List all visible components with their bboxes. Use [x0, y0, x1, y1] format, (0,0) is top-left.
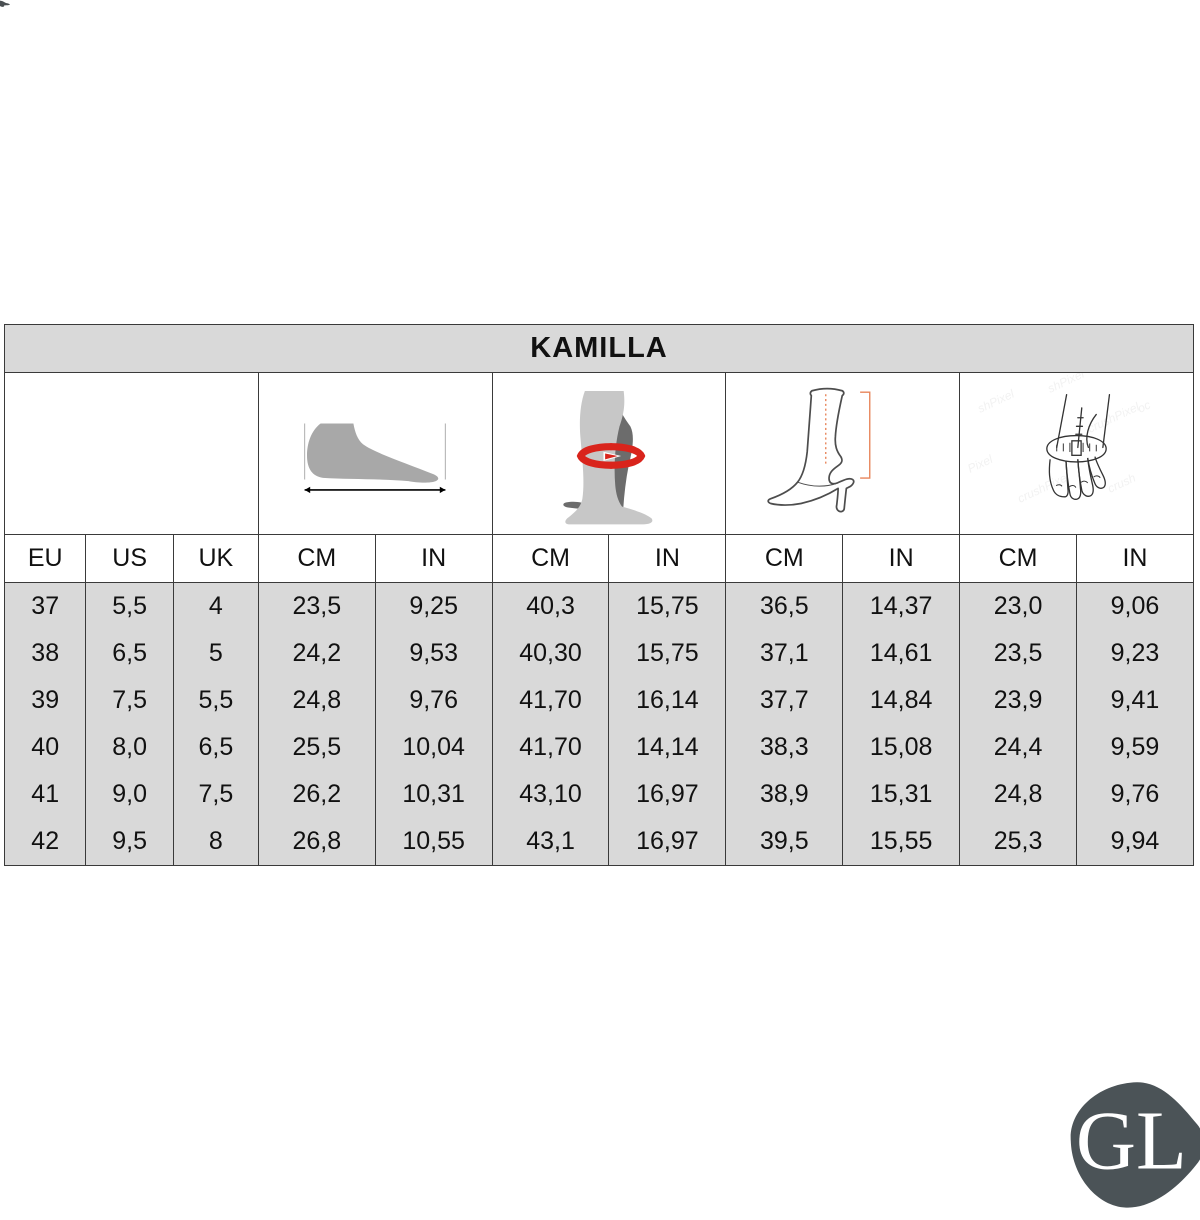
- svg-text:Pixel: Pixel: [965, 452, 995, 476]
- svg-text:GL: GL: [1076, 1095, 1187, 1187]
